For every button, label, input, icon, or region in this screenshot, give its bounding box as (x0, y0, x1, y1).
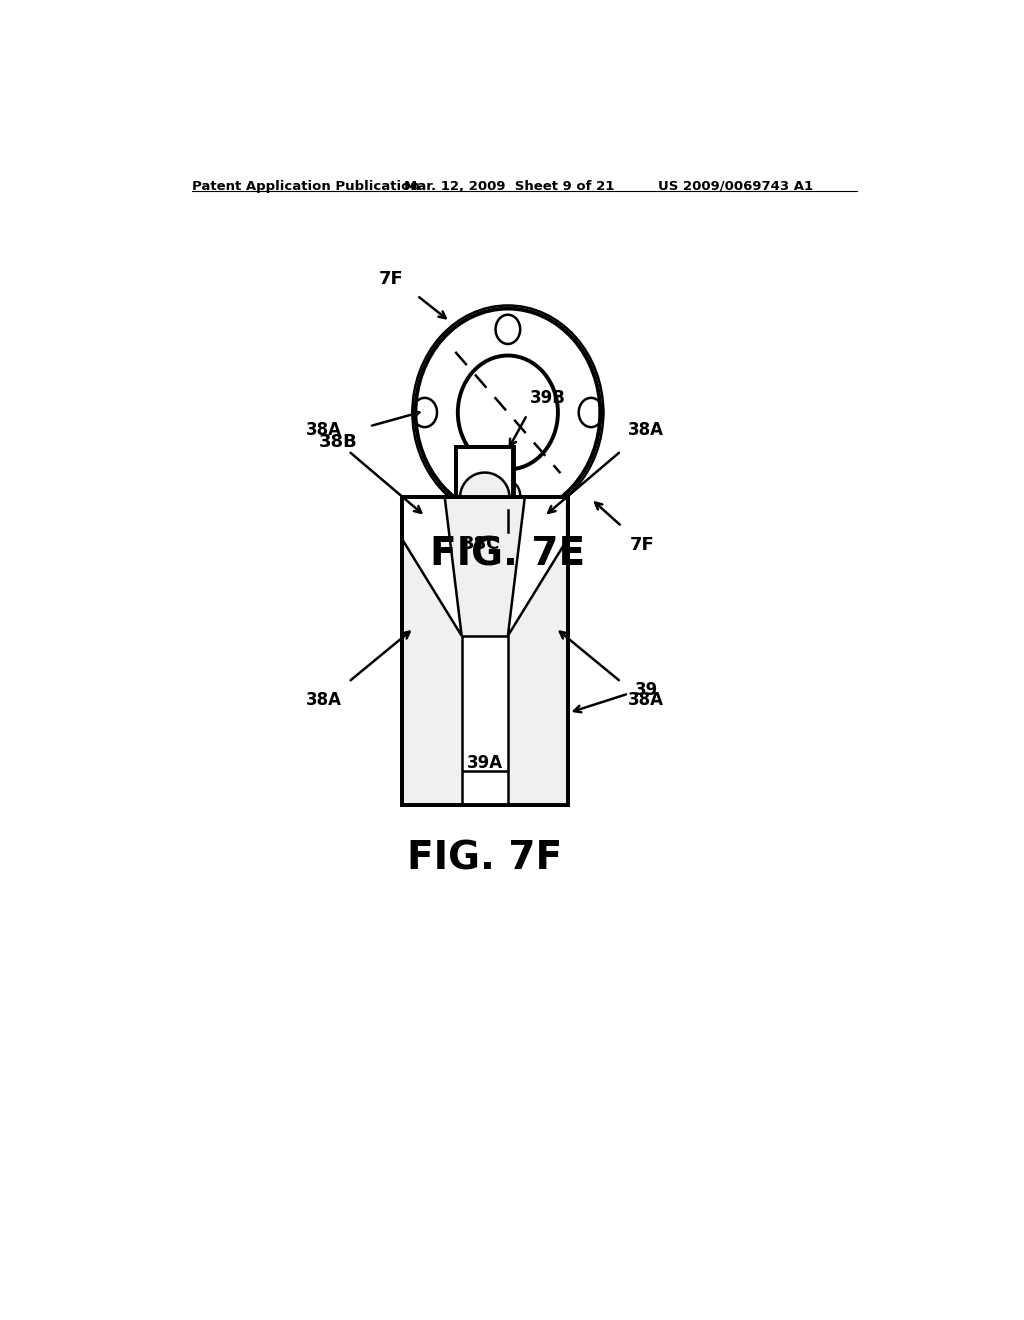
Polygon shape (402, 498, 462, 636)
Text: FIG. 7F: FIG. 7F (408, 840, 562, 878)
Text: 38A: 38A (306, 421, 342, 440)
Bar (402, 498, 568, 805)
Text: FIG. 7E: FIG. 7E (430, 536, 586, 574)
Text: 38C: 38C (462, 535, 500, 553)
Text: 38B: 38B (319, 433, 357, 450)
Text: 38A: 38A (628, 421, 664, 440)
Polygon shape (457, 473, 513, 498)
Text: 38A: 38A (628, 692, 664, 709)
Bar (457, 447, 514, 498)
Text: 7F: 7F (630, 536, 654, 553)
Bar (402, 498, 568, 805)
Text: US 2009/0069743 A1: US 2009/0069743 A1 (658, 180, 813, 193)
Text: 7F: 7F (379, 269, 403, 288)
Text: Patent Application Publication: Patent Application Publication (193, 180, 420, 193)
Text: 39: 39 (635, 681, 658, 698)
Polygon shape (508, 498, 567, 636)
Text: Mar. 12, 2009  Sheet 9 of 21: Mar. 12, 2009 Sheet 9 of 21 (403, 180, 614, 193)
Text: 38A: 38A (306, 692, 342, 709)
Bar (462, 636, 508, 805)
Text: 39B: 39B (529, 389, 565, 407)
Text: 39A: 39A (467, 754, 503, 772)
